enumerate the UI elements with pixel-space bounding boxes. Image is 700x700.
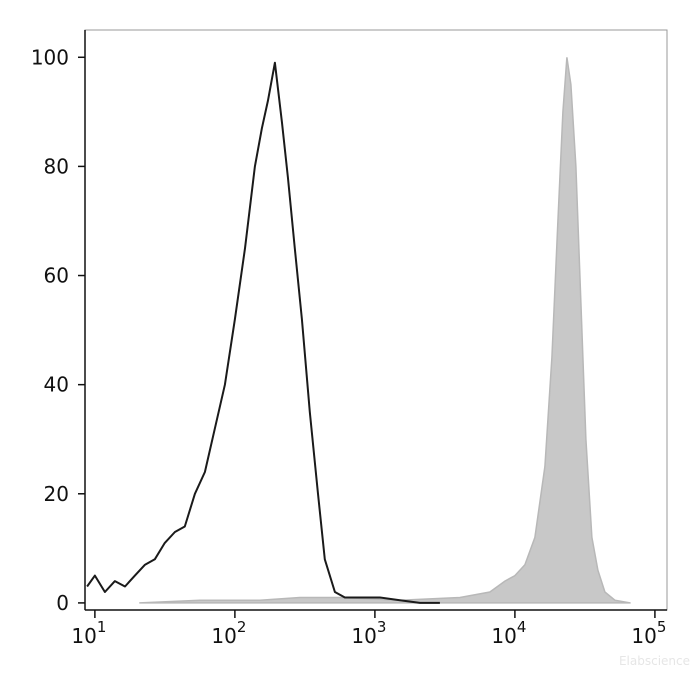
x-tick-base: 10 <box>491 624 516 648</box>
y-tick-label: 60 <box>44 264 69 288</box>
y-tick-label: 40 <box>44 373 69 397</box>
x-tick-label: 101 <box>71 618 106 648</box>
x-tick-base: 10 <box>631 624 656 648</box>
x-tick-label: 102 <box>211 618 246 648</box>
watermark: Elabscience <box>619 654 690 668</box>
x-tick-exponent: 4 <box>517 618 527 636</box>
x-tick-exponent: 3 <box>377 618 387 636</box>
x-tick-base: 10 <box>211 624 236 648</box>
x-tick-base: 10 <box>71 624 96 648</box>
histogram-line <box>86 61 440 604</box>
x-tick-exponent: 1 <box>97 618 107 636</box>
x-tick-label: 103 <box>351 618 386 648</box>
x-tick-label: 105 <box>631 618 666 648</box>
y-tick-label: 20 <box>44 482 69 506</box>
x-tick-exponent: 2 <box>237 618 247 636</box>
y-tick-label: 100 <box>31 45 69 69</box>
histogram-area <box>139 57 631 604</box>
x-tick-label: 104 <box>491 618 526 648</box>
x-tick-base: 10 <box>351 624 376 648</box>
y-tick-label: 80 <box>44 154 69 178</box>
y-tick-label: 0 <box>56 591 69 615</box>
x-tick-exponent: 5 <box>657 618 667 636</box>
